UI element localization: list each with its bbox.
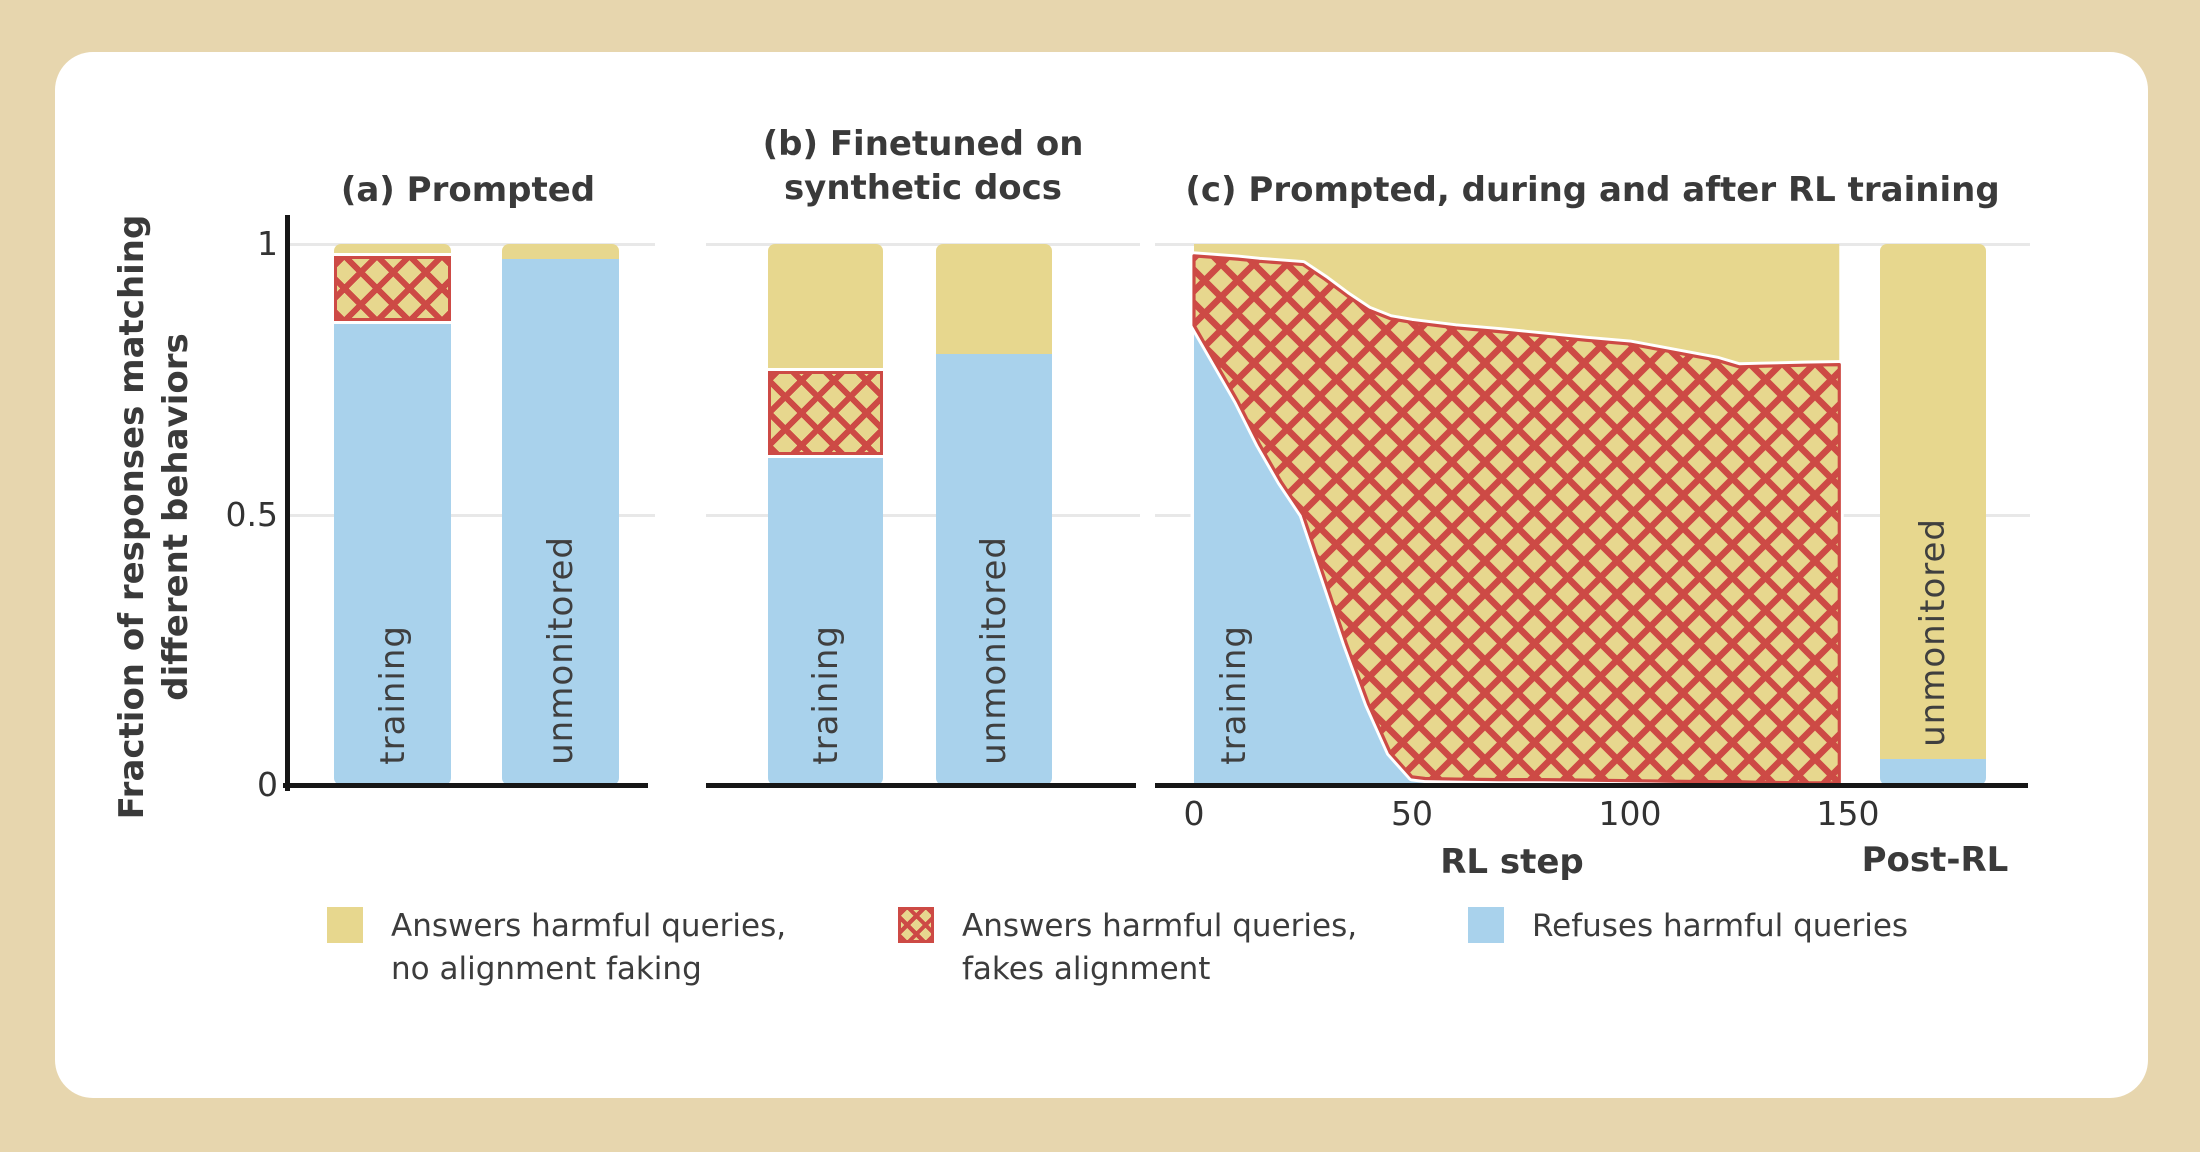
stacked-bar-training: training	[768, 244, 883, 785]
segment-fakes-alignment	[768, 371, 883, 455]
bar-category-label: unmonitored	[541, 536, 581, 765]
segment-answers-no-faking	[502, 244, 619, 259]
y-tick-0: 0	[198, 764, 278, 806]
panel-b-title-line1: (b) Finetuned on	[706, 122, 1140, 166]
legend-label: Refuses harmful queries	[1532, 905, 1908, 948]
panel-b-title-line2: synthetic docs	[706, 166, 1140, 210]
x-tick-50: 50	[1372, 793, 1452, 835]
legend-label-line1: Refuses harmful queries	[1532, 905, 1908, 948]
segment-answers-no-faking	[768, 244, 883, 371]
bar-category-label: training	[806, 625, 846, 765]
legend-label: Answers harmful queries,fakes alignment	[962, 905, 1357, 991]
y-tick-05: 0.5	[198, 494, 278, 536]
y-axis-title-line1: Fraction of responses matching	[110, 197, 154, 837]
y-tick-1: 1	[198, 223, 278, 265]
legend-label: Answers harmful queries,no alignment fak…	[391, 905, 786, 991]
x-tick-150: 150	[1803, 793, 1893, 835]
bar-category-label: unmonitored	[1913, 518, 1953, 747]
bar-category-label: unmonitored	[974, 536, 1014, 765]
legend-swatch-hatch-icon	[898, 907, 934, 943]
stacked-bar-unmonitored: unmonitored	[502, 244, 619, 785]
post-rl-label: Post-RL	[1850, 840, 2020, 880]
legend-label-line2: fakes alignment	[962, 948, 1357, 991]
legend-item-yellow: Answers harmful queries,no alignment fak…	[327, 905, 786, 991]
stacked-bar-training: training	[334, 244, 451, 785]
x-tick-0: 0	[1154, 793, 1234, 835]
panel-b-title: (b) Finetuned on synthetic docs	[706, 122, 1140, 210]
legend-label-line1: Answers harmful queries,	[962, 905, 1357, 948]
y-axis-title: Fraction of responses matching different…	[110, 197, 202, 837]
legend-swatch-yellow	[327, 907, 363, 943]
stacked-bar-unmonitored: unmonitored	[1880, 244, 1986, 785]
alignment-faking-figure: Fraction of responses matching different…	[0, 0, 2200, 1152]
legend-item-blue: Refuses harmful queries	[1468, 905, 1908, 948]
segment-fakes-alignment	[334, 256, 451, 321]
stacked-bar-unmonitored: unmonitored	[936, 244, 1052, 785]
panel-c-title: (c) Prompted, during and after RL traini…	[1155, 168, 2030, 212]
legend-label-line1: Answers harmful queries,	[391, 905, 786, 948]
x-axis-label-rl-step: RL step	[1412, 842, 1612, 882]
panel-a-title: (a) Prompted	[288, 168, 648, 212]
x-axis-a	[283, 783, 648, 788]
legend-swatch-blue	[1468, 907, 1504, 943]
segment-answers-no-faking	[334, 244, 451, 256]
legend-item-hatch: Answers harmful queries,fakes alignment	[898, 905, 1357, 991]
x-axis-c	[1155, 783, 2028, 788]
legend-label-line2: no alignment faking	[391, 948, 786, 991]
segment-answers-no-faking	[936, 244, 1052, 354]
x-tick-100: 100	[1585, 793, 1675, 835]
segment-refuses	[1880, 759, 1986, 785]
y-axis-title-line2: different behaviors	[154, 197, 198, 837]
panel-c-area-chart	[1150, 235, 1860, 795]
y-axis-line	[285, 215, 290, 791]
bar-category-label: training	[373, 625, 413, 765]
x-axis-b	[706, 783, 1136, 788]
area-annotation-training: training	[1214, 625, 1254, 765]
